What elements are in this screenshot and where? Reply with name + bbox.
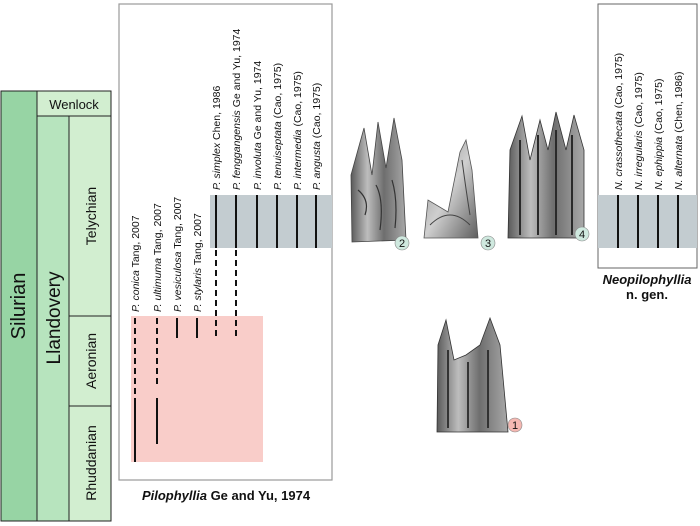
pilophyllia-telychian-band bbox=[210, 195, 332, 248]
rhuddanian-cell bbox=[68, 405, 112, 522]
species-label-n-alternata: N. alternata (Chen, 1986) bbox=[673, 71, 685, 190]
species-label-p-angusta: P. angusta (Cao, 1975) bbox=[311, 83, 323, 190]
coral-specimen-2-image bbox=[350, 117, 407, 243]
neopilophyllia-caption: Neopilophyllia bbox=[603, 272, 692, 287]
llandovery-cell bbox=[36, 115, 70, 522]
stratigraphic-column: Silurian Wenlock Llandovery Telychian Ae… bbox=[0, 90, 112, 522]
llandovery-label: Llandovery bbox=[44, 271, 65, 364]
species-label-n-crassothecata: N. crassothecata (Cao, 1975) bbox=[613, 53, 625, 190]
specimen-3: 3 bbox=[423, 138, 496, 251]
wenlock-label: Wenlock bbox=[49, 97, 99, 112]
neopilophyllia-caption-suffix: n. gen. bbox=[626, 287, 668, 302]
specimen-2-badge bbox=[394, 235, 410, 251]
aeronian-label: Aeronian bbox=[83, 333, 99, 389]
species-label-p-tenuiseptata: P. tenuiseptata (Cao, 1975) bbox=[272, 63, 284, 190]
coral-specimen-4-image bbox=[507, 111, 585, 239]
specimen-1-badge bbox=[507, 417, 523, 433]
wenlock-cell bbox=[36, 90, 112, 117]
species-label-p-fenggangensis: P. fenggangensis Ge and Yu, 1974 bbox=[231, 28, 243, 190]
neopilophyllia-panel: N. crassothecata (Cao, 1975) N. irregula… bbox=[597, 3, 698, 302]
species-label-p-conica: P. conica Tang, 2007 bbox=[130, 215, 142, 312]
species-label-n-irregularis: N. irregularis (Cao, 1975) bbox=[633, 72, 645, 190]
silurian-label: Silurian bbox=[8, 273, 30, 340]
specimen-3-label: 3 bbox=[485, 238, 491, 250]
species-label-p-intermedia: P. intermedia (Cao, 1975) bbox=[292, 71, 304, 190]
specimen-1-texture bbox=[447, 350, 489, 428]
species-label-p-simplex: P. simplex Chen, 1986 bbox=[211, 86, 223, 190]
species-label-p-ultimuma: P. ultimuma Tang, 2007 bbox=[152, 203, 164, 312]
specimen-3-texture bbox=[429, 159, 471, 226]
species-label-p-vesiculosa: P. vesiculosa Tang, 2007 bbox=[172, 197, 184, 312]
coral-specimen-3-image bbox=[423, 138, 479, 239]
pilophyllia-caption: Pilophyllia Ge and Yu, 1974 bbox=[142, 488, 311, 503]
silurian-cell bbox=[0, 90, 38, 522]
telychian-cell bbox=[68, 115, 112, 317]
specimen-2-texture bbox=[357, 179, 397, 231]
specimen-2: 2 bbox=[350, 117, 410, 251]
pilophyllia-range-block bbox=[131, 316, 263, 462]
species-label-p-involuta: P. involuta Ge and Yu, 1974 bbox=[252, 61, 264, 190]
species-label-n-ephippia: N. ephippia (Cao, 1975) bbox=[653, 79, 665, 191]
specimen-4-badge bbox=[574, 226, 590, 242]
species-label-p-stylaris: P. stylaris Tang, 2007 bbox=[192, 213, 204, 312]
coral-specimen-1-image bbox=[436, 316, 509, 433]
specimen-1: 1 bbox=[436, 316, 523, 433]
specimen-1-label: 1 bbox=[512, 420, 518, 432]
pilophyllia-panel: P. conica Tang, 2007 P. ultimuma Tang, 2… bbox=[118, 3, 333, 503]
rhuddanian-label: Rhuddanian bbox=[83, 425, 99, 501]
specimen-2-label: 2 bbox=[399, 238, 405, 250]
specimen-4-label: 4 bbox=[579, 229, 585, 241]
neopilophyllia-telychian-band bbox=[598, 195, 697, 248]
telychian-label: Telychian bbox=[83, 187, 99, 245]
specimen-4-texture bbox=[519, 130, 573, 235]
specimen-4: 4 bbox=[507, 111, 590, 242]
neopilophyllia-frame bbox=[597, 3, 698, 269]
specimen-3-badge bbox=[480, 235, 496, 251]
